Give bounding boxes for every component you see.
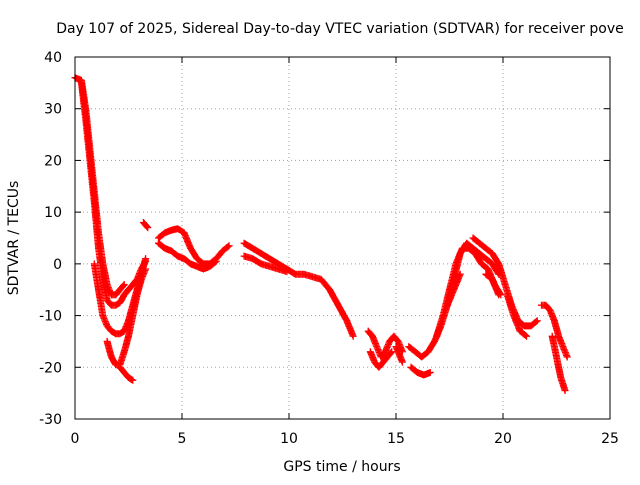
grid [75,57,610,419]
series-marker-trail [392,343,406,366]
series-pass-l [366,348,396,371]
series-pass-j [240,252,291,276]
series-marker-trail [103,265,150,369]
series-marks [71,74,571,395]
x-tick-label: 15 [387,431,405,447]
series-marker-trail [240,252,291,276]
series-pass-m [392,343,406,366]
series-marker-trail [407,363,434,379]
axis-ticks: 0 5 10 15 20 25 -30 -20 -10 0 10 20 30 40 [39,50,619,447]
y-tick-label: 10 [44,205,62,221]
series-pass-o [407,363,434,379]
series-pass-b [77,79,150,309]
series-pass-t [503,291,531,340]
y-tick-label: 20 [44,153,62,169]
series-pass-q [443,270,464,309]
series-marker-trail [443,270,464,309]
x-tick-label: 5 [178,431,187,447]
y-tick-label: -30 [39,412,62,428]
series-marker-trail [503,291,531,340]
series-marker-trail [482,270,503,299]
series-marker-trail [77,79,150,309]
series-marker-trail [116,363,137,384]
series-marker-trail [366,348,396,371]
x-tick-label: 0 [71,431,80,447]
y-tick-label: -20 [39,360,62,376]
series-pass-e [116,363,137,384]
series-pass-k [364,327,406,361]
series-pass-h [155,239,220,273]
x-tick-label: 20 [494,431,512,447]
series-marker-trail [240,239,357,340]
series-marker-trail [155,239,220,273]
series-marker-trail [548,332,569,395]
chart-title: Day 107 of 2025, Sidereal Day-to-day VTE… [56,21,624,37]
series-pass-n [405,239,503,361]
plot-frame [74,56,611,420]
y-axis-label: SDTVAR / TECUs [6,181,22,296]
series-pass-f [140,219,152,232]
y-tick-label: 40 [44,50,62,66]
series-marker-trail [538,301,571,361]
y-tick-label: 30 [44,102,62,118]
y-tick-label: -10 [39,309,62,325]
series-pass-d [103,265,150,369]
y-tick-label: 0 [53,257,62,273]
series-pass-r [469,234,541,330]
series-marker-trail [364,327,406,361]
series-marker-trail [405,239,503,361]
x-tick-label: 25 [601,431,619,447]
x-tick-label: 10 [280,431,298,447]
series-marker-trail [140,219,152,232]
series-pass-i [240,239,357,340]
series-pass-v [548,332,569,395]
series-pass-s [482,270,503,299]
series-marker-trail [469,234,541,330]
series-pass-u [538,301,571,361]
x-axis-label: GPS time / hours [283,459,400,475]
